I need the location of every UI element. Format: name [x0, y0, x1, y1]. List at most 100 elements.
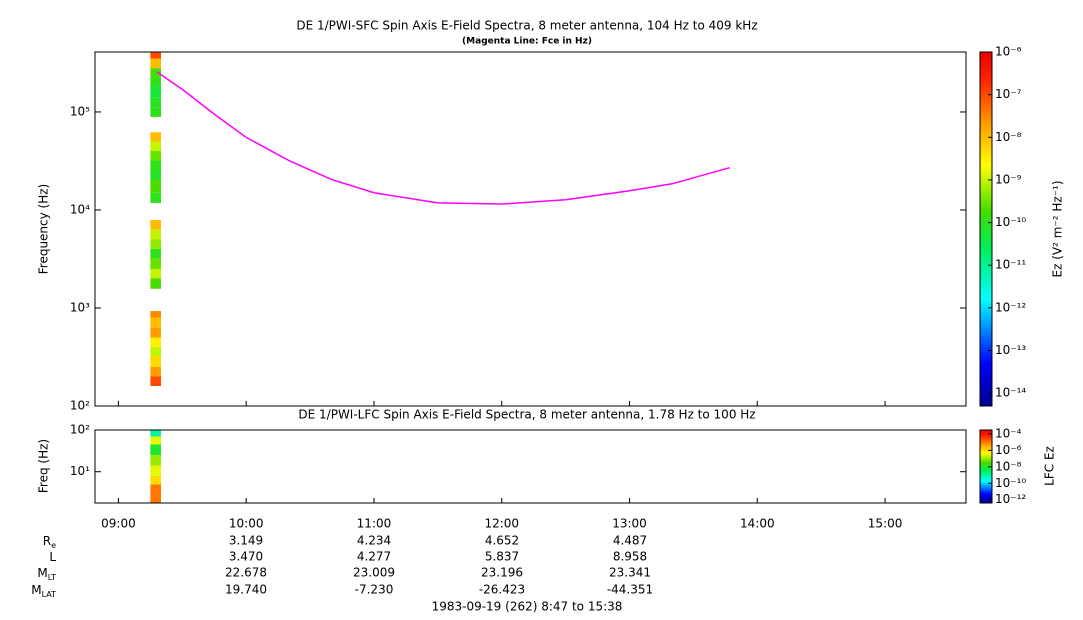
spectrogram-cell — [150, 150, 162, 161]
spectrogram-cell — [150, 68, 162, 78]
colorbar-tick-label: 10⁻⁶ — [995, 45, 1022, 59]
ephemeris-value: 4.234 — [357, 534, 391, 548]
spectrogram-cell — [150, 436, 162, 445]
colorbar-tick-label: 10⁻¹¹ — [995, 258, 1026, 272]
x-tick-label: 10:00 — [229, 517, 264, 531]
ephemeris-value: -44.351 — [607, 583, 653, 597]
plot-frame — [94, 51, 967, 407]
spectrogram-cell — [150, 444, 162, 456]
ephemeris-label: MLAT — [31, 583, 56, 599]
ephemeris-value: 3.470 — [229, 550, 263, 564]
ephemeris-label-main: L — [49, 550, 56, 564]
plot-area — [150, 430, 162, 503]
x-tick-label: 15:00 — [868, 517, 903, 531]
ephemeris-label-main: M — [37, 566, 47, 580]
colorbar-tick-label: 10⁻¹⁰ — [995, 215, 1026, 229]
ephemeris-value: -26.423 — [479, 583, 525, 597]
spectrogram-cell — [150, 192, 162, 203]
y-tick-label: 10² — [70, 399, 90, 413]
spectrogram-cell — [150, 356, 162, 367]
ephemeris-value: 23.009 — [353, 566, 395, 580]
spectrogram-cell — [150, 58, 162, 69]
y-axis-label: Frequency (Hz) — [37, 184, 51, 275]
ephemeris-label: MLT — [37, 566, 56, 582]
colorbar-tick-label: 10⁻¹⁰ — [995, 476, 1026, 490]
colorbar-tick-label: 10⁻⁴ — [995, 426, 1022, 440]
spectrogram-cell — [150, 327, 162, 338]
chart-title: DE 1/PWI-LFC Spin Axis E-Field Spectra, … — [298, 408, 755, 422]
plot-area — [150, 52, 730, 386]
y-tick-label: 10⁴ — [70, 202, 90, 216]
ephemeris-label-main: R — [43, 534, 51, 548]
ephemeris-value: 19.740 — [225, 583, 267, 597]
spectrogram-cell — [150, 311, 162, 318]
footer: 1983-09-19 (262) 8:47 to 15:38 — [432, 600, 623, 614]
colorbar — [979, 51, 993, 407]
spectrogram-cell — [150, 493, 162, 503]
ephemeris-label-sub: LAT — [42, 590, 56, 599]
spectrogram-cell — [150, 484, 162, 494]
spectrogram-cell — [150, 430, 162, 437]
ephemeris-value: 4.277 — [357, 550, 391, 564]
colorbar-label: LFC Ez — [1043, 446, 1057, 486]
spectrogram-cell — [150, 229, 162, 240]
spectrogram-cell — [150, 278, 162, 289]
spectrogram-cell — [150, 268, 162, 279]
spectrogram-cell — [150, 180, 162, 193]
spectrogram-cell — [150, 97, 162, 108]
y-tick-label: 10¹ — [70, 464, 90, 478]
ephemeris-value: 5.837 — [485, 550, 519, 564]
spectrogram-cell — [150, 132, 162, 142]
spectrogram-cell — [150, 475, 162, 485]
spectrogram-cell — [150, 239, 162, 249]
x-tick-label: 11:00 — [357, 517, 392, 531]
colorbar-tick-label: 10⁻¹² — [995, 300, 1026, 314]
spectrogram-cell — [150, 465, 162, 476]
ephemeris-label: Re — [43, 534, 56, 550]
ephemeris-value: 3.149 — [229, 534, 263, 548]
ephemeris-value: 23.341 — [609, 566, 651, 580]
ephemeris-value: 22.678 — [225, 566, 267, 580]
colorbar-tick-label: 10⁻⁸ — [995, 459, 1022, 473]
x-tick-label: 09:00 — [101, 517, 136, 531]
spectrogram-cell — [150, 141, 162, 151]
chart-subtitle: (Magenta Line: Fce in Hz) — [462, 37, 592, 47]
colorbar-tick-label: 10⁻⁶ — [995, 443, 1022, 457]
colorbar-tick-label: 10⁻⁸ — [995, 130, 1022, 144]
colorbar-tick-label: 10⁻¹² — [995, 492, 1026, 506]
plot-frame — [94, 429, 967, 504]
spectrogram-cell — [150, 52, 162, 59]
x-tick-label: 12:00 — [484, 517, 519, 531]
ephemeris-label-sub: e — [51, 541, 56, 550]
x-tick-label: 13:00 — [612, 517, 647, 531]
ephemeris-value: 23.196 — [481, 566, 523, 580]
colorbar-tick-label: 10⁻⁷ — [995, 87, 1022, 101]
spectrogram-cell — [150, 376, 162, 386]
spectrogram-cell — [150, 107, 162, 117]
spectrogram-cell — [150, 455, 162, 466]
y-tick-label: 10³ — [70, 300, 90, 314]
spectrogram-cell — [150, 337, 162, 347]
ephemeris-value: 4.487 — [613, 534, 647, 548]
spectrogram-cell — [150, 317, 162, 328]
colorbar-tick-label: 10⁻¹⁴ — [995, 386, 1026, 400]
y-axis-label: Freq (Hz) — [37, 439, 51, 493]
spectrogram-cell — [150, 220, 162, 230]
ephemeris-label-sub: LT — [48, 573, 56, 582]
ephemeris-value: 8.958 — [613, 550, 647, 564]
x-tick-label: 14:00 — [740, 517, 775, 531]
spectrogram-cell — [150, 346, 162, 357]
colorbar-tick-label: 10⁻⁹ — [995, 172, 1022, 186]
spectrogram-cell — [150, 258, 162, 269]
spectrogram-cell — [150, 366, 162, 377]
ephemeris-label-main: M — [31, 583, 41, 597]
y-tick-label: 10⁵ — [70, 104, 90, 118]
colorbar-label: Ez (V² m⁻² Hz⁻¹) — [1051, 180, 1065, 277]
colorbar-tick-label: 10⁻¹³ — [995, 343, 1026, 357]
ephemeris-label: L — [49, 550, 56, 564]
ephemeris-value: -7.230 — [355, 583, 394, 597]
y-tick-label: 10² — [70, 423, 90, 437]
spectrogram-cell — [150, 160, 162, 171]
spectrogram-cell — [150, 248, 162, 259]
